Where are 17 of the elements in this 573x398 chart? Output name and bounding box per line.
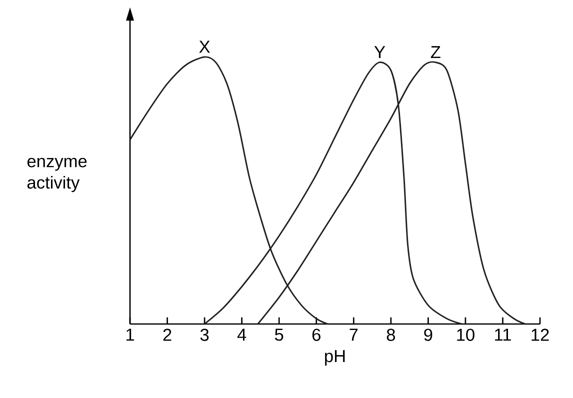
x-tick-label: 3	[200, 328, 209, 341]
x-tick-label: 8	[386, 328, 395, 341]
x-axis-title: pH	[325, 350, 345, 366]
series-label: X	[199, 40, 210, 53]
x-tick-label: 10	[457, 328, 474, 341]
x-tick-label: 2	[163, 328, 172, 341]
x-tick-label: 6	[312, 328, 320, 341]
series-label: Z	[430, 46, 440, 58]
y-axis-title: enzyme activity	[27, 158, 87, 192]
x-tick-label: 11	[495, 328, 511, 341]
x-tick-label: 7	[350, 328, 358, 341]
x-tick-label: 1	[126, 328, 134, 341]
x-tick-label: 4	[237, 328, 246, 341]
x-tick-label: 5	[274, 328, 284, 341]
x-tick-label: 9	[424, 328, 432, 341]
x-tick-label: 12	[532, 328, 549, 341]
series-label: Y	[374, 46, 386, 58]
